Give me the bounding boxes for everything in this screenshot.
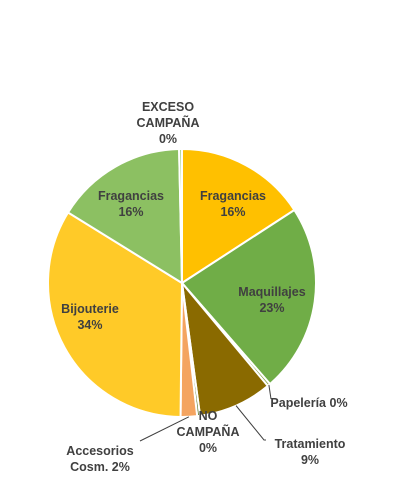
slice-label-line: 9%: [301, 453, 319, 467]
pie-slice-7: [66, 148, 184, 285]
slice-label-4: NO CAMPAÑA 0%: [177, 409, 240, 455]
leader-line-3: [235, 405, 266, 441]
slice-label-0: Fragancias 16%: [200, 189, 266, 219]
slice-label-line: Accesorios: [66, 444, 133, 458]
slice-label-line: 16%: [118, 205, 143, 219]
leader-line-5: [139, 416, 190, 442]
slice-label-line: Fragancias: [200, 189, 266, 203]
pie-slice-1: [180, 208, 317, 386]
slice-label-2: Papelería 0%: [270, 396, 347, 410]
slice-label-line: 34%: [77, 318, 102, 332]
slice-label-line: NO: [199, 409, 218, 423]
slice-label-line: 16%: [220, 205, 245, 219]
leader-lines: [139, 384, 272, 442]
slice-label-1: Maquillajes 23%: [238, 285, 305, 315]
slice-label-line: 0%: [159, 132, 177, 146]
slice-label-line: Bijouterie: [61, 302, 119, 316]
slice-label-line: 0%: [199, 441, 217, 455]
slice-labels: Fragancias 16% Maquillajes 23% Papelería 0% T…: [61, 100, 347, 474]
slice-label-line: EXCESO: [142, 100, 194, 114]
leader-line-2: [268, 384, 272, 400]
pie-slices: [47, 147, 317, 419]
slice-label-line: 23%: [259, 301, 284, 315]
slice-label-line: Cosm. 2%: [70, 460, 130, 474]
slice-label-7: Fragancias 16%: [98, 189, 164, 219]
slice-label-line: Papelería 0%: [270, 396, 347, 410]
slice-label-line: Maquillajes: [238, 285, 305, 299]
slice-label-line: CAMPAÑA: [177, 424, 240, 439]
slice-label-6: Bijouterie 34%: [61, 302, 119, 332]
pie-slice-8: [178, 147, 183, 284]
slice-label-3: Tratamiento 9%: [275, 437, 346, 467]
pie-slice-6: [47, 211, 184, 419]
pie-slice-0: [181, 147, 296, 285]
slice-label-line: Fragancias: [98, 189, 164, 203]
slice-label-5: Accesorios Cosm. 2%: [66, 444, 133, 474]
slice-label-8: EXCESO CAMPAÑA 0%: [137, 100, 200, 146]
slice-label-line: CAMPAÑA: [137, 115, 200, 130]
slice-label-line: Tratamiento: [275, 437, 346, 451]
